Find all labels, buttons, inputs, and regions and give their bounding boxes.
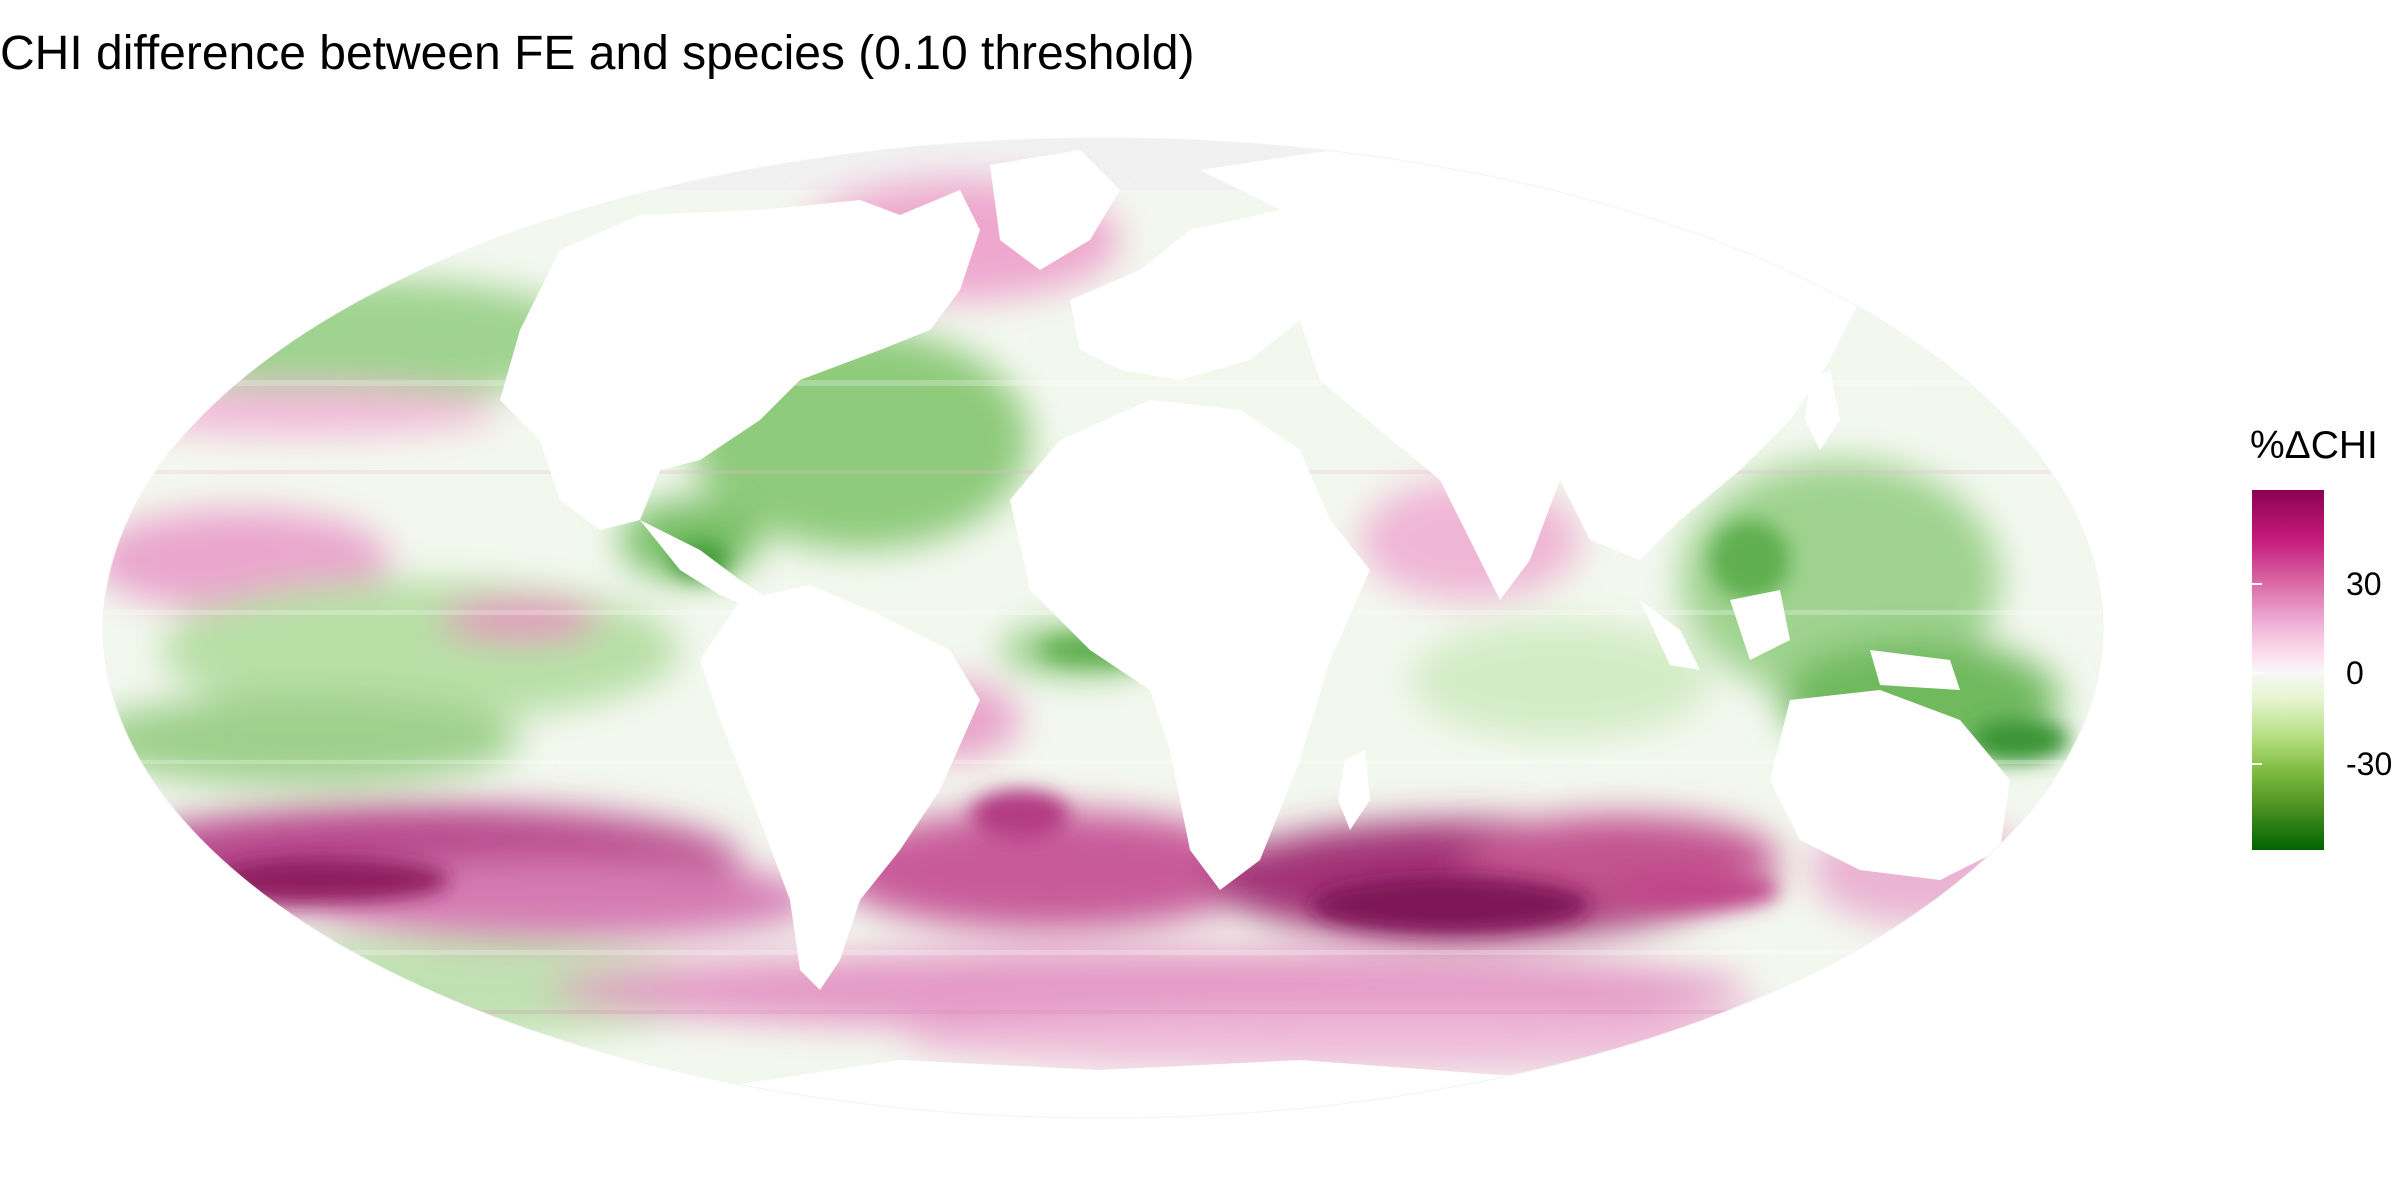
core-south-indian-dark [1310,877,1590,933]
land-africa [1010,400,1370,890]
legend-tick-mark-30 [2326,583,2336,585]
land-europe [1070,210,1330,380]
land-greenland [990,150,1120,270]
land-japan [1805,370,1840,450]
core-south-pacific-dark [210,858,450,902]
region-indian-ocean-green [1410,620,1710,740]
region-southern-ocean-pink [550,950,1750,1030]
land-australia [1770,690,2010,880]
legend-title: %ΔCHI [2250,424,2378,467]
core-west-pacific-green [1710,520,1790,600]
land-borneo [1730,590,1790,660]
legend-tick-mark-neg30-left [2252,763,2262,765]
globe-outline [102,137,2104,1119]
region-south-atlantic-magenta [830,810,1270,930]
legend-tick-mark-30-left [2252,583,2262,585]
arctic-nodata [103,138,2103,190]
core-tasmania-pink [1620,870,1780,910]
land-new-zealand [2060,870,2080,950]
region-southern-ocean-pink-2 [900,1010,1900,1070]
chart-title: CHI difference between FE and species (0… [0,27,1195,80]
core-south-atlantic-dark [970,790,1070,840]
land-central-america [640,520,770,612]
region-north-pacific-pink [103,385,500,435]
region-east-pacific-pink [440,600,600,640]
land-north-america [500,190,980,530]
land-sumatra [1640,600,1700,670]
core-indonesia-green [1970,718,2070,762]
legend-tick-mark-neg30 [2326,763,2336,765]
legend-tick-label-30: 30 [2346,566,2382,602]
land-asia [1200,140,1900,600]
land-new-guinea [1870,650,1960,690]
legend-tick-mark-0 [2326,672,2336,674]
legend-tick-label-neg30: -30 [2346,746,2393,782]
legend-tick-mark-0-left [2252,672,2262,674]
legend-tick-label-0: 0 [2346,655,2364,691]
region-pacific-green-south [103,695,520,785]
land-madagascar [1338,750,1370,830]
region-tropical-pacific-pink [103,510,390,610]
land-south-america [700,585,980,990]
legend-colorbar [2252,490,2324,850]
